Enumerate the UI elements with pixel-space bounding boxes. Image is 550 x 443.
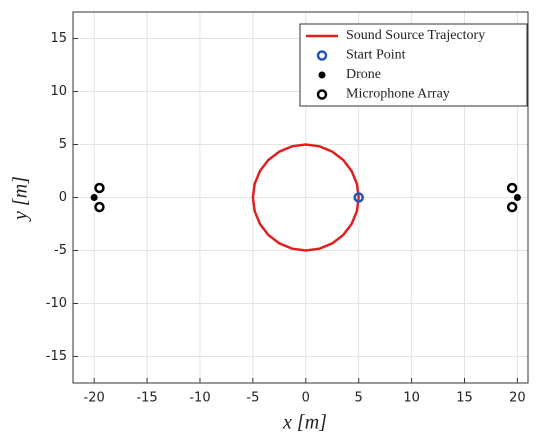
- x-tick-label: 0: [302, 391, 310, 406]
- y-tick-label: -15: [46, 349, 67, 364]
- legend-label: Sound Source Trajectory: [346, 28, 485, 43]
- x-axis-label: x [m]: [282, 412, 327, 434]
- x-tick-label: 10: [403, 391, 420, 406]
- x-tick-label: 20: [509, 391, 526, 406]
- legend-label: Start Point: [346, 48, 406, 63]
- x-tick-label: -15: [136, 391, 157, 406]
- y-tick-label: 10: [50, 84, 67, 99]
- x-tick-label: -5: [246, 391, 259, 406]
- legend-label: Drone: [346, 67, 381, 82]
- trajectory-line: [251, 143, 360, 252]
- x-tick-label: -20: [84, 391, 105, 406]
- legend-label: Microphone Array: [346, 87, 450, 102]
- marker: [316, 89, 328, 100]
- plot-frame: [72, 11, 529, 384]
- marker: [353, 192, 364, 203]
- marker: [94, 201, 105, 213]
- marker: [94, 182, 105, 194]
- y-tick-label: 0: [59, 190, 67, 205]
- drone-marker: [513, 194, 521, 201]
- x-tick-label: -10: [189, 391, 210, 406]
- y-tick-label: 5: [59, 137, 67, 152]
- x-tick-label: 15: [456, 391, 473, 406]
- x-tick-label: 5: [355, 391, 363, 406]
- y-tick-label: -10: [46, 296, 67, 311]
- y-tick-label: 15: [50, 31, 67, 46]
- marker: [316, 50, 328, 61]
- drone-marker: [90, 194, 98, 201]
- marker: [506, 201, 518, 213]
- y-axis-label: y [m]: [10, 176, 32, 222]
- marker: [506, 182, 518, 194]
- drone-marker: [318, 71, 326, 79]
- legend-box: [299, 23, 528, 107]
- y-tick-label: -5: [54, 243, 67, 258]
